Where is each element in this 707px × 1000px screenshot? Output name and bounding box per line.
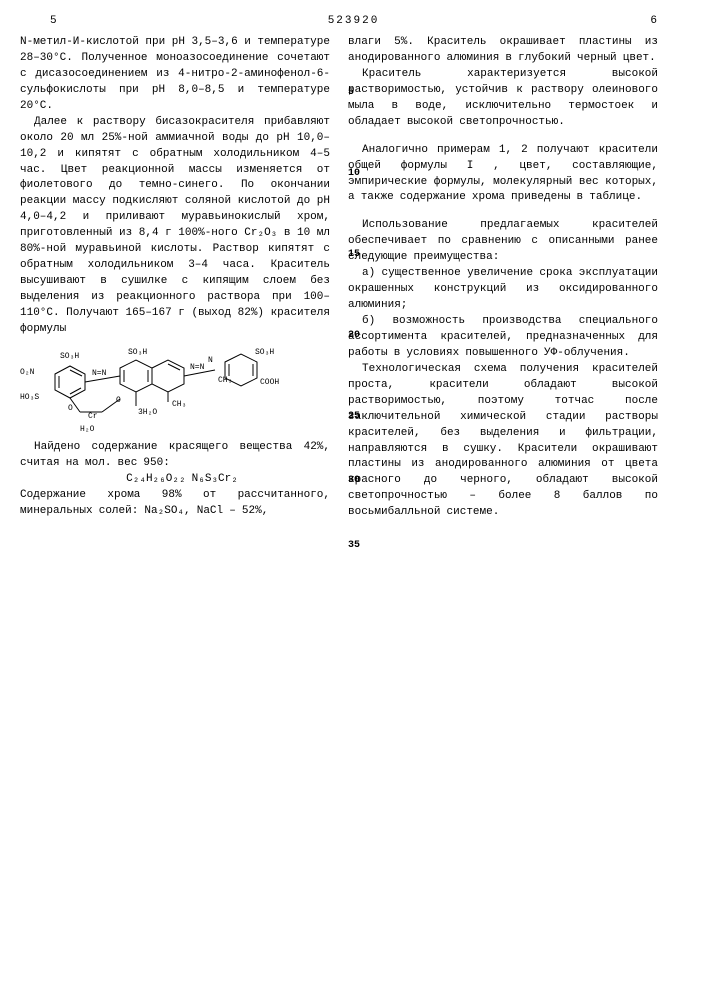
paragraph: Краситель характеризуется высокой раство… (348, 67, 658, 131)
label-h2o: H₂O (80, 425, 95, 434)
document-number: 523920 (328, 15, 380, 27)
label-so3h: SO₃H (128, 348, 147, 357)
paragraph: Содержание хрома 98% от рассчитанного, м… (20, 488, 330, 520)
right-column: влаги 5%. Краситель окрашивает пластины … (348, 35, 658, 521)
label-h2o: 3H₂O (138, 408, 157, 417)
paragraph: Технологическая схема получения красител… (348, 362, 658, 521)
label-nn: N=N (92, 369, 107, 378)
empirical-formula: C₂₄H₂₆O₂₂ N₆S₃Cr₂ (20, 472, 330, 488)
label-cooh: COOH (260, 378, 279, 387)
label-n: N (208, 356, 213, 365)
header-row: 5 523920 6 (20, 15, 687, 27)
molecule-svg: O₂N HO₃S SO₃H SO₃H SO₃H COOH N=N N=N N C… (20, 344, 290, 434)
page: 5 523920 6 5 10 15 20 25 30 35 N-метил-И… (0, 0, 707, 1000)
paragraph: Далее к раствору бисазокрасителя прибавл… (20, 115, 330, 338)
line-marker: 35 (348, 540, 360, 551)
line-marker: 25 (348, 411, 360, 422)
label-so3h: SO₃H (255, 348, 274, 357)
label-so3h: SO₃H (60, 352, 79, 361)
paragraph: Аналогично примерам 1, 2 получают красит… (348, 143, 658, 207)
list-item: б) возможность производства специального… (348, 314, 658, 362)
chemical-structure-diagram: O₂N HO₃S SO₃H SO₃H SO₃H COOH N=N N=N N C… (20, 344, 290, 434)
list-item: а) существенное увеличение срока эксплуа… (348, 266, 658, 314)
line-marker: 15 (348, 249, 360, 260)
label-nn: N=N (190, 363, 205, 372)
paragraph: Использование предлагаемых красителей об… (348, 218, 658, 266)
paragraph: влаги 5%. Краситель окрашивает пластины … (348, 35, 658, 67)
line-marker: 30 (348, 475, 360, 486)
left-column: N-метил-И-кислотой при рН 3,5–3,6 и темп… (20, 35, 330, 521)
text-columns: 5 10 15 20 25 30 35 N-метил-И-кислотой п… (20, 35, 687, 521)
paragraph: Найдено содержание красящего вещества 42… (20, 440, 330, 472)
label-o2n: O₂N (20, 368, 35, 377)
label-cr: Cr (88, 412, 98, 421)
paragraph: N-метил-И-кислотой при рН 3,5–3,6 и темп… (20, 35, 330, 115)
label-o: O (68, 404, 73, 413)
page-number-right: 6 (650, 15, 657, 27)
label-ch3: CH₃ (172, 400, 186, 409)
line-marker: 10 (348, 168, 360, 179)
line-marker: 5 (348, 87, 354, 98)
page-number-left: 5 (50, 15, 57, 27)
label-o: O (116, 396, 121, 405)
label-ho3s: HO₃S (20, 393, 39, 402)
line-marker: 20 (348, 330, 360, 341)
label-ch3: CH₃ (218, 376, 232, 385)
